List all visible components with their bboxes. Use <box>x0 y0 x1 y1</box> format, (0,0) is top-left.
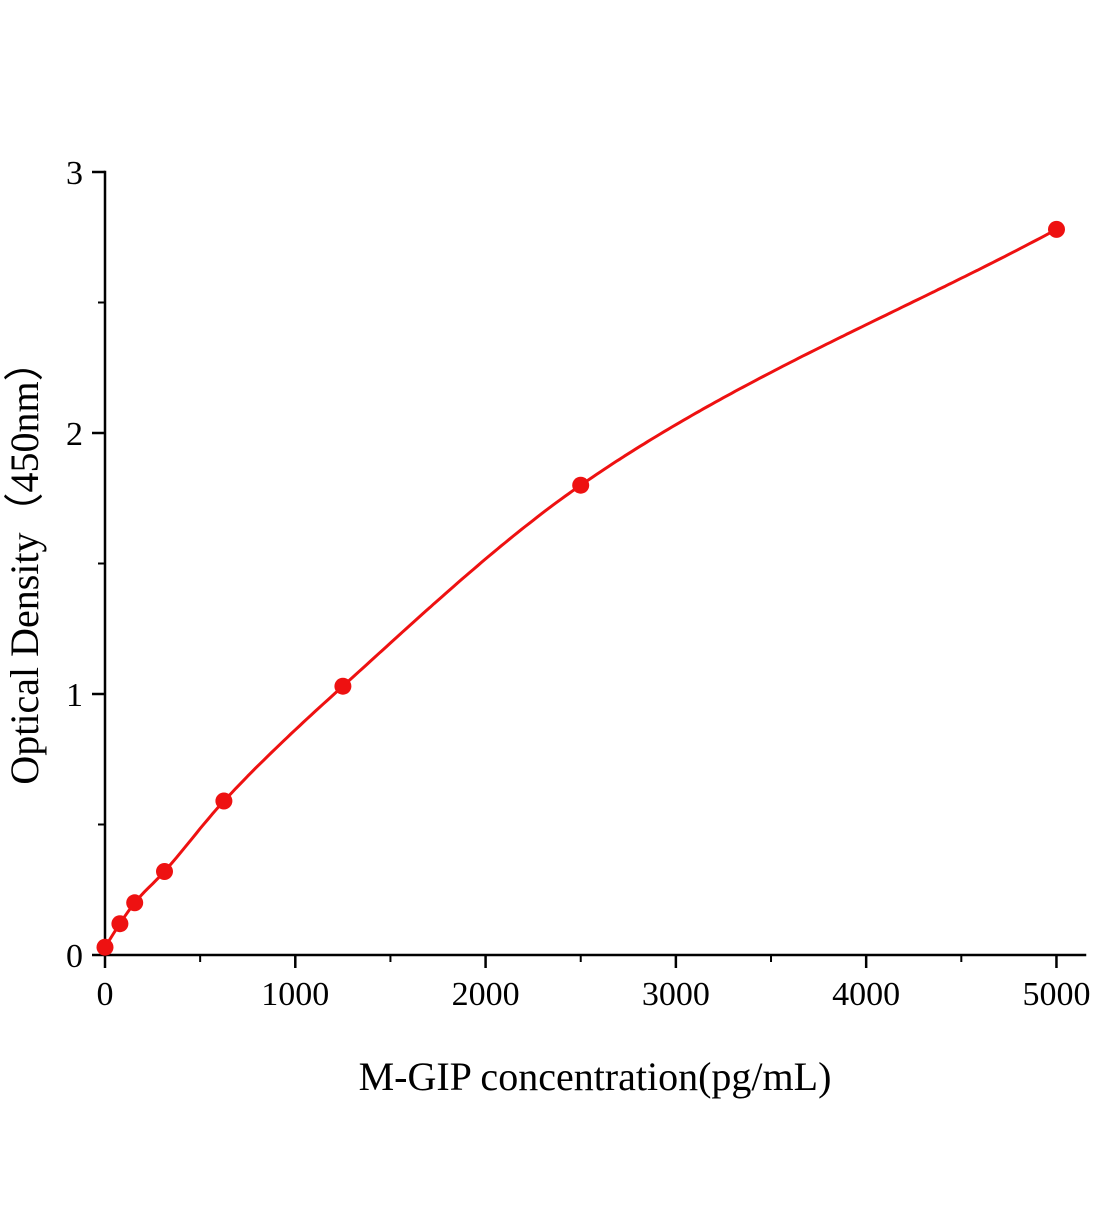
plot-area: 0 1000 2000 3000 4000 5000 0 1 2 3 <box>66 155 1090 1013</box>
curve-line <box>103 227 1058 949</box>
data-point <box>96 938 114 956</box>
x-tick-label: 2000 <box>452 976 520 1013</box>
data-point <box>334 677 352 695</box>
y-tick-label: 2 <box>66 416 83 453</box>
data-point <box>126 894 144 912</box>
data-point <box>111 915 129 933</box>
y-tick-label: 0 <box>66 938 83 975</box>
data-point <box>156 863 173 880</box>
data-point <box>572 476 590 494</box>
x-tick-label: 4000 <box>832 976 900 1013</box>
data-point <box>1048 220 1065 238</box>
x-axis-title: M-GIP concentration(pg/mL) <box>359 1054 832 1099</box>
x-tick-label: 0 <box>97 976 114 1013</box>
x-tick-label: 5000 <box>1022 976 1090 1013</box>
y-tick-label: 3 <box>66 155 83 192</box>
y-tick-label: 1 <box>66 677 83 714</box>
x-tick-label: 1000 <box>261 976 329 1013</box>
y-axis-title: Optical Density（450nm） <box>2 341 47 784</box>
data-point <box>215 792 233 810</box>
x-tick-label: 3000 <box>642 976 710 1013</box>
